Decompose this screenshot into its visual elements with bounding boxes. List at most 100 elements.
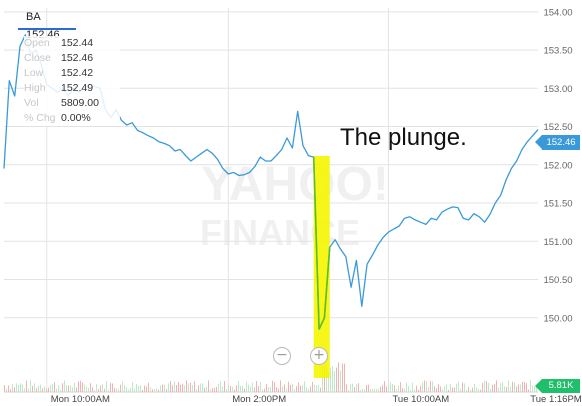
volume-bar <box>264 388 265 392</box>
volume-bar <box>92 387 93 392</box>
volume-bar <box>174 381 175 392</box>
volume-bar <box>520 384 521 392</box>
volume-bar <box>186 380 187 392</box>
volume-bar <box>70 385 71 392</box>
zoom-out-button[interactable]: − <box>273 347 291 365</box>
volume-bar <box>68 385 69 392</box>
volume-bar <box>406 382 407 392</box>
volume-bar <box>222 386 223 392</box>
volume-bar <box>10 389 11 392</box>
volume-bar <box>532 385 533 392</box>
volume-bar <box>490 388 491 392</box>
volume-bar <box>256 381 257 392</box>
x-axis: Mon 10:00AM Mon 2:00PM Tue 10:00AM Tue 1:16… <box>51 394 582 405</box>
volume-bar <box>104 388 105 392</box>
volume-bar <box>172 385 173 392</box>
volume-bar <box>522 381 523 392</box>
volume-bar <box>514 382 515 392</box>
volume-bar <box>234 389 235 392</box>
volume-bar <box>120 384 121 392</box>
volume-bar <box>272 380 273 392</box>
volume-bar <box>382 385 383 392</box>
volume-bar <box>344 363 345 392</box>
y-tick-label: 150.00 <box>543 313 572 324</box>
volume-bar <box>482 382 483 392</box>
volume-bar <box>76 387 77 392</box>
volume-bar <box>36 388 37 392</box>
volume-bar <box>472 387 473 392</box>
volume-bar <box>316 385 317 392</box>
volume-bar <box>230 385 231 392</box>
volume-bar <box>62 383 63 392</box>
volume-bar <box>484 380 485 392</box>
volume-bar <box>298 382 299 392</box>
volume-bar <box>40 384 41 392</box>
volume-bar <box>408 386 409 392</box>
volume-bar <box>398 385 399 392</box>
volume-bar <box>378 388 379 392</box>
volume-bar <box>112 383 113 392</box>
volume-bar <box>524 381 525 392</box>
y-tick-label: 153.00 <box>543 84 572 95</box>
volume-bar <box>18 385 19 392</box>
volume-bar <box>444 386 445 392</box>
volume-bar <box>302 385 303 392</box>
volume-bar <box>418 389 419 392</box>
volume-bar <box>66 385 67 392</box>
volume-bar <box>370 389 371 392</box>
volume-bar <box>192 384 193 392</box>
volume-bar <box>162 384 163 392</box>
volume-bar <box>90 383 91 392</box>
volume-bar <box>434 386 435 392</box>
volume-bar <box>432 381 433 392</box>
volume-bar <box>392 383 393 392</box>
stats-value: 152.46 <box>61 52 94 64</box>
volume-bar <box>416 385 417 392</box>
volume-bar <box>328 371 329 392</box>
volume-bar <box>194 381 195 392</box>
volume-bar <box>278 388 279 392</box>
volume-bar <box>498 387 499 392</box>
volume-bar <box>374 388 375 392</box>
volume-bar <box>248 384 249 392</box>
volume-bar <box>516 386 517 392</box>
volume-bar <box>510 386 511 392</box>
volume-bar <box>394 385 395 392</box>
volume-bar <box>94 389 95 392</box>
volume-bar <box>82 382 83 392</box>
volume-bar <box>240 385 241 392</box>
ticker-label[interactable]: BA 152.46 <box>18 8 76 41</box>
volume-bar <box>464 383 465 392</box>
volume-bar <box>158 389 159 392</box>
volume-bar <box>32 385 33 392</box>
zoom-in-button[interactable]: + <box>310 347 328 365</box>
volume-bar <box>196 389 197 392</box>
volume-bar <box>456 383 457 392</box>
volume-bar <box>26 380 27 392</box>
volume-bar <box>178 382 179 392</box>
volume-bar <box>228 385 229 392</box>
volume-bar <box>430 380 431 392</box>
volume-bar <box>282 386 283 392</box>
volume-bar <box>526 383 527 392</box>
volume-bar <box>268 387 269 392</box>
volume-bar <box>260 381 261 392</box>
volume-bar <box>220 381 221 392</box>
volume-bar <box>346 384 347 392</box>
stats-key: % Chg <box>24 112 56 124</box>
y-tick-label: 151.50 <box>543 199 572 210</box>
volume-bar <box>48 387 49 392</box>
volume-bar <box>322 366 323 392</box>
volume-bar <box>262 389 263 392</box>
volume-bar <box>420 385 421 392</box>
volume-bar <box>80 380 81 392</box>
volume-bar <box>50 385 51 392</box>
volume-bar <box>190 382 191 392</box>
volume-bar <box>46 389 47 392</box>
volume-bar <box>360 389 361 392</box>
volume-bar <box>204 387 205 392</box>
volume-bar <box>182 383 183 392</box>
watermark-line2: FINANCE <box>200 212 360 253</box>
volume-bar <box>96 384 97 392</box>
volume-bar <box>176 385 177 392</box>
